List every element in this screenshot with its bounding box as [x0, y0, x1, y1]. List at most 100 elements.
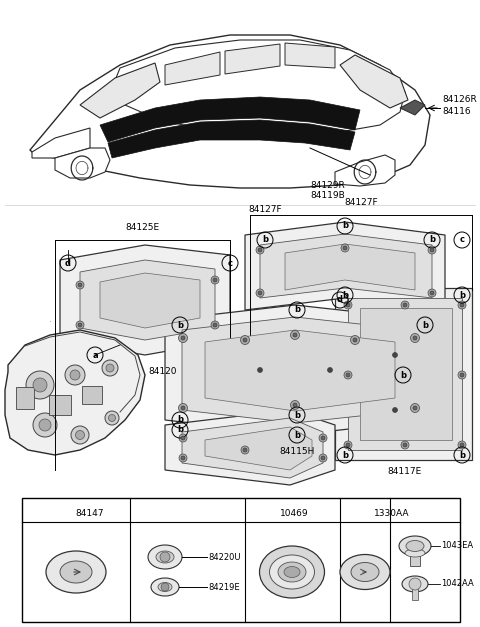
Text: b: b — [177, 320, 183, 330]
FancyBboxPatch shape — [412, 586, 418, 600]
Text: 84147: 84147 — [75, 510, 104, 519]
Circle shape — [403, 443, 407, 447]
Polygon shape — [340, 55, 408, 108]
Ellipse shape — [284, 567, 300, 577]
Text: a: a — [92, 350, 98, 359]
Circle shape — [241, 446, 249, 454]
Circle shape — [78, 323, 82, 327]
Circle shape — [344, 371, 352, 379]
Text: c: c — [459, 236, 465, 245]
Circle shape — [240, 335, 250, 344]
Text: d: d — [337, 295, 343, 305]
FancyBboxPatch shape — [410, 550, 420, 566]
Circle shape — [460, 303, 464, 307]
Circle shape — [71, 426, 89, 444]
Text: b: b — [294, 411, 300, 419]
Ellipse shape — [351, 562, 379, 581]
Ellipse shape — [405, 549, 425, 557]
Text: d: d — [65, 258, 71, 268]
Ellipse shape — [340, 554, 390, 589]
Text: 1042AA: 1042AA — [441, 579, 474, 589]
Text: 84116: 84116 — [442, 107, 470, 117]
FancyBboxPatch shape — [49, 395, 71, 415]
Text: 1330AA: 1330AA — [374, 510, 409, 519]
Circle shape — [258, 291, 262, 295]
Circle shape — [430, 248, 434, 252]
Circle shape — [327, 367, 333, 372]
Ellipse shape — [269, 555, 314, 589]
Circle shape — [293, 403, 297, 407]
Text: b: b — [262, 236, 268, 245]
Circle shape — [181, 436, 185, 440]
Circle shape — [161, 583, 169, 591]
Circle shape — [78, 283, 82, 287]
Polygon shape — [165, 410, 335, 485]
Ellipse shape — [402, 576, 428, 592]
Text: c: c — [260, 510, 264, 519]
Text: 84117E: 84117E — [387, 467, 421, 476]
Polygon shape — [205, 427, 312, 470]
Text: 84220U: 84220U — [208, 552, 240, 562]
Text: 10469: 10469 — [280, 510, 309, 519]
Circle shape — [256, 289, 264, 297]
Circle shape — [33, 413, 57, 437]
Polygon shape — [60, 245, 230, 355]
Circle shape — [353, 338, 357, 342]
Ellipse shape — [156, 551, 174, 563]
Circle shape — [350, 335, 360, 344]
Circle shape — [39, 419, 51, 431]
Circle shape — [293, 333, 297, 337]
Polygon shape — [260, 234, 432, 298]
FancyBboxPatch shape — [82, 386, 102, 404]
Circle shape — [346, 373, 350, 377]
Text: d: d — [354, 510, 360, 519]
Circle shape — [401, 441, 409, 449]
Ellipse shape — [148, 545, 182, 569]
Circle shape — [257, 367, 263, 372]
Circle shape — [179, 454, 187, 462]
Text: b: b — [459, 290, 465, 300]
Circle shape — [346, 443, 350, 447]
Circle shape — [76, 281, 84, 289]
Text: b: b — [177, 426, 183, 435]
Circle shape — [33, 378, 47, 392]
Circle shape — [410, 334, 420, 342]
Circle shape — [258, 248, 262, 252]
Circle shape — [346, 303, 350, 307]
Circle shape — [75, 431, 84, 440]
Text: c: c — [228, 258, 232, 268]
Polygon shape — [182, 317, 415, 423]
Text: 84120: 84120 — [148, 367, 177, 376]
Circle shape — [403, 303, 407, 307]
Polygon shape — [32, 128, 90, 158]
Text: b: b — [342, 451, 348, 460]
Text: a: a — [44, 510, 50, 519]
Circle shape — [65, 365, 85, 385]
Text: 84119B: 84119B — [310, 191, 345, 201]
Polygon shape — [205, 330, 395, 411]
Polygon shape — [112, 40, 405, 135]
Polygon shape — [108, 120, 355, 158]
Text: b: b — [459, 451, 465, 460]
Text: 1043EA: 1043EA — [441, 542, 473, 551]
Circle shape — [106, 364, 114, 372]
Ellipse shape — [260, 546, 324, 598]
Polygon shape — [100, 273, 200, 328]
Circle shape — [319, 434, 327, 442]
Circle shape — [428, 246, 436, 254]
Polygon shape — [30, 35, 430, 188]
Circle shape — [76, 321, 84, 329]
Circle shape — [102, 360, 118, 376]
Ellipse shape — [399, 536, 431, 556]
Circle shape — [413, 406, 417, 410]
Polygon shape — [165, 305, 430, 435]
Text: b: b — [342, 290, 348, 300]
Circle shape — [290, 330, 300, 339]
Circle shape — [211, 276, 219, 284]
Circle shape — [70, 370, 80, 380]
Text: 84115H: 84115H — [279, 447, 315, 456]
Text: b: b — [342, 221, 348, 231]
Circle shape — [243, 448, 247, 452]
Text: b: b — [145, 510, 151, 519]
Circle shape — [460, 373, 464, 377]
